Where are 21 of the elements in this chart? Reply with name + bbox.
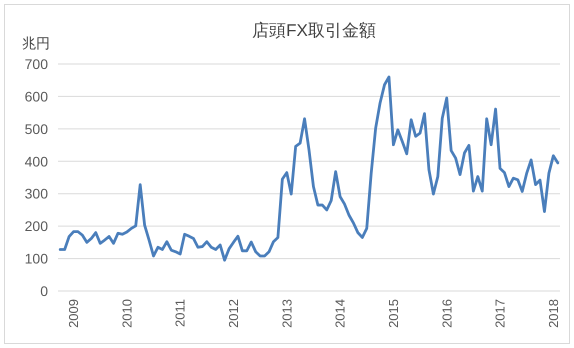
y-tick-label: 600 — [24, 88, 48, 104]
y-tick-label: 100 — [24, 250, 48, 267]
y-tick-label: 0 — [40, 283, 48, 299]
x-tick-label: 2015 — [386, 299, 401, 328]
x-tick-label: 2013 — [279, 299, 294, 328]
x-tick-label: 2014 — [332, 299, 348, 328]
y-tick-label: 200 — [24, 218, 48, 234]
x-tick-label: 2012 — [226, 299, 242, 328]
x-tick-label: 2018 — [546, 299, 561, 328]
line-series — [58, 76, 560, 262]
y-tick-label: 500 — [24, 120, 48, 137]
y-tick-label: 400 — [24, 153, 48, 170]
chart-title: 店頭FX取引金額 — [252, 21, 376, 40]
x-tick-label: 2011 — [172, 299, 188, 327]
x-tick-label: 2009 — [66, 299, 82, 328]
y-tick-label: 300 — [24, 186, 48, 202]
x-tick-label: 2010 — [119, 299, 134, 328]
y-axis-title: 兆円 — [22, 35, 50, 51]
x-tick-label: 2017 — [492, 299, 508, 328]
x-tick-label: 2016 — [439, 299, 454, 328]
y-tick-label: 700 — [24, 56, 48, 72]
